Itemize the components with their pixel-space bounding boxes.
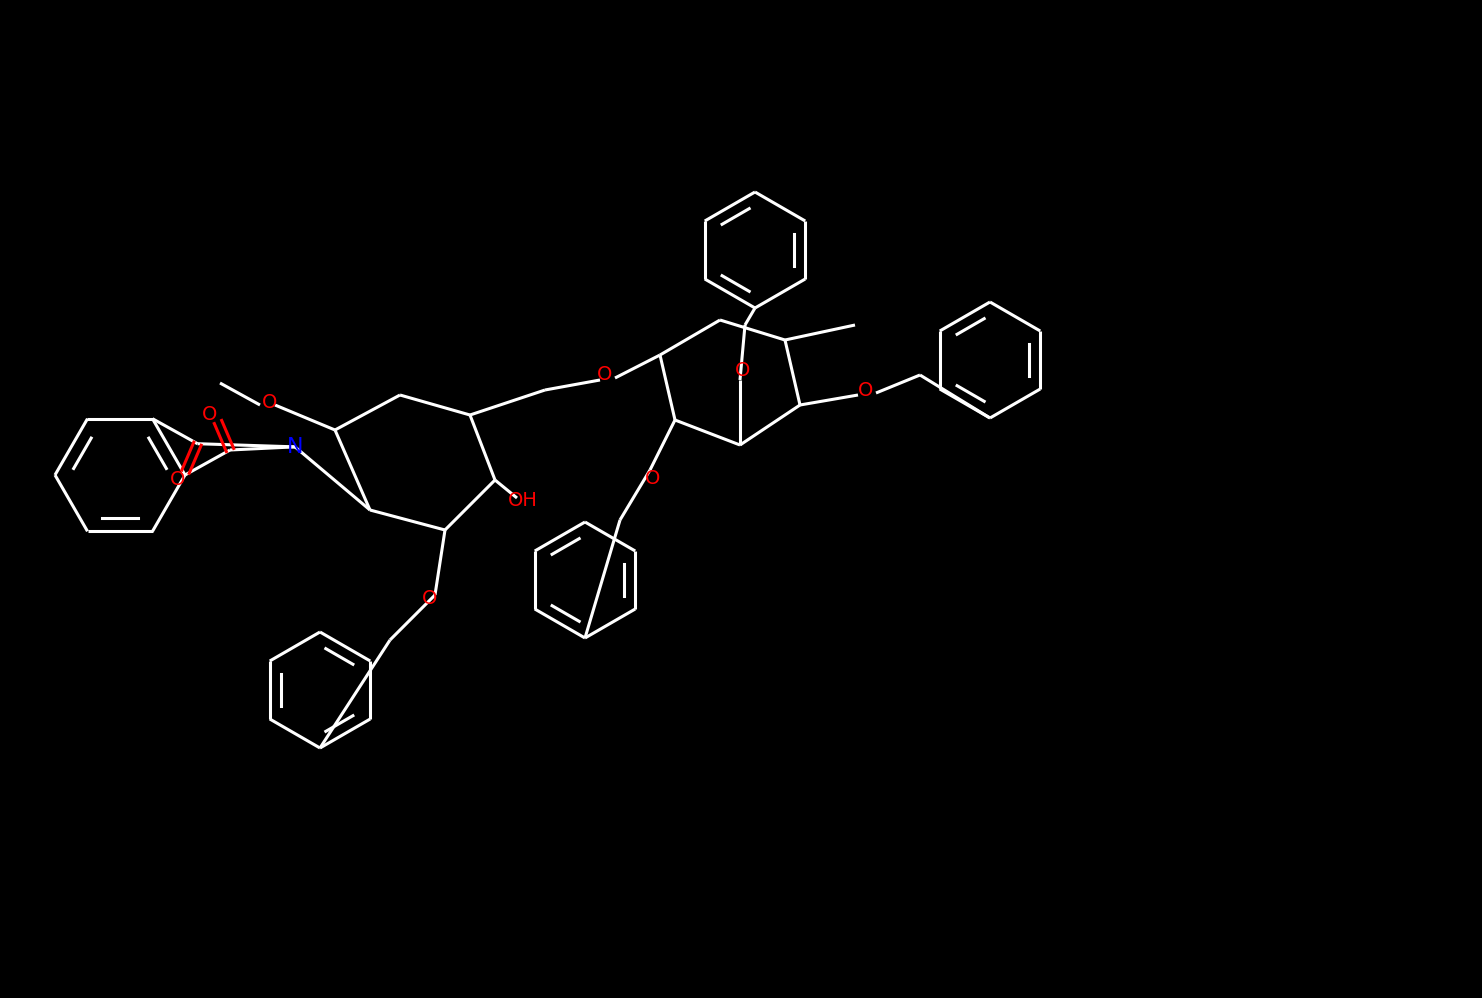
Text: O: O	[597, 365, 612, 384]
Text: O: O	[858, 380, 874, 399]
Text: O: O	[735, 360, 751, 379]
Text: N: N	[286, 437, 304, 457]
Text: O: O	[422, 589, 437, 608]
Text: OH: OH	[508, 490, 538, 510]
Text: O: O	[170, 470, 185, 489]
Text: O: O	[203, 404, 218, 423]
Text: O: O	[262, 393, 277, 412]
Text: O: O	[645, 468, 661, 487]
